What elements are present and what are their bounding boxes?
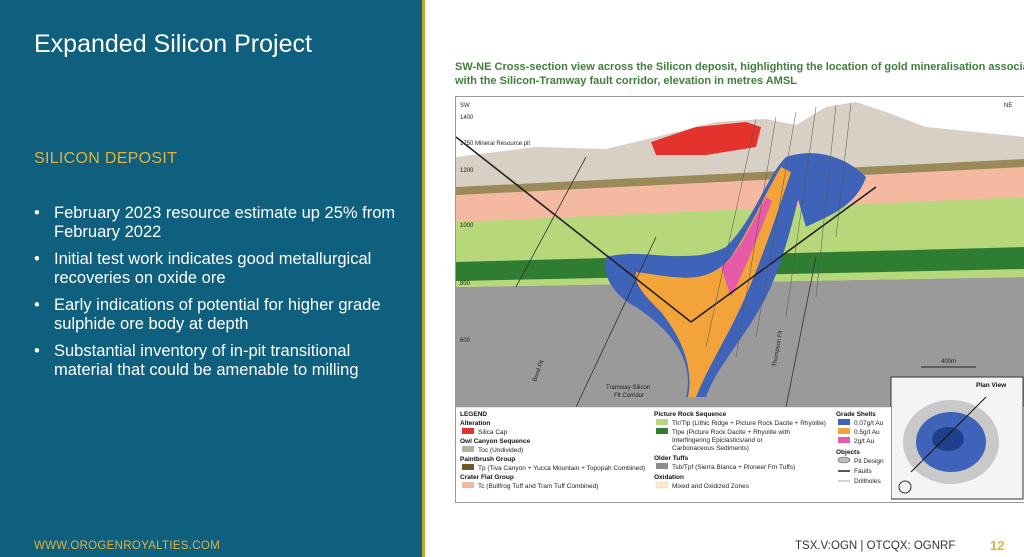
bullet-item: • February 2023 resource estimate up 25% …: [34, 204, 404, 242]
pit-design-icon: [837, 456, 851, 464]
legend-swatch: [838, 419, 850, 425]
legend: LEGEND Alteration Silica Cap Owl Canyon …: [460, 411, 884, 490]
bullet-text: Substantial inventory of in-pit transiti…: [54, 342, 359, 379]
fault-line: [785, 256, 817, 408]
legend-item: Interfingering Epiclastics/and or: [672, 437, 764, 444]
bullet-list: • February 2023 resource estimate up 25% …: [34, 204, 404, 388]
legend-item: 0.07g/t Au: [854, 420, 884, 427]
fault-corridor-label: Tramway-Silicon: [606, 385, 650, 391]
legend-item: Silica Cap: [478, 429, 508, 436]
website-link[interactable]: WWW.OROGENROYALTIES.COM: [34, 540, 221, 552]
bullet-text: Early indications of potential for highe…: [54, 296, 381, 333]
legend-item: Tlr/Tlp (Lithic Ridge + Picture Rock Dac…: [672, 420, 826, 427]
legend-swatch: [462, 482, 474, 488]
caption-line: SW-NE Cross-section view across the Sili…: [455, 61, 1024, 73]
legend-group: Picture Rock Sequence: [654, 411, 727, 418]
bullet-icon: •: [34, 296, 40, 314]
legend-group: Oxidation: [654, 474, 684, 481]
grade-shell-low: [786, 153, 866, 227]
bullet-icon: •: [34, 342, 40, 360]
elevation-label: 1400: [460, 115, 474, 121]
fault-line: [690, 186, 877, 323]
legend-swatch: [656, 428, 668, 434]
elevation-label: 800: [460, 281, 471, 287]
plan-view-inset: Plan View: [890, 376, 1024, 500]
ticker-symbols: TSX.V:OGN | OTCQX: OGNRF: [795, 540, 956, 552]
legend-group: Owl Canyon Sequence: [460, 438, 530, 445]
tp-layer: [456, 157, 1024, 195]
bullet-item: • Initial test work indicates good metall…: [34, 250, 404, 288]
legend-swatch: [462, 446, 474, 452]
plan-view-label: Plan View: [976, 382, 1007, 389]
legend-item: Tp (Tiva Canyon + Yucca Mountain + Topop…: [478, 465, 645, 472]
legend-swatch: [462, 464, 474, 470]
ne-label: NE: [1004, 103, 1012, 109]
fault-line: [575, 236, 657, 408]
legend-swatch: [838, 428, 850, 434]
elevation-label: 1200: [460, 168, 474, 174]
grade-shell-high: [721, 197, 772, 297]
north-arrow-icon: [898, 480, 912, 494]
panel-divider: [422, 0, 425, 557]
bullet-item: • Substantial inventory of in-pit transit…: [34, 342, 404, 380]
older-tuffs-layer: [456, 277, 1024, 407]
legend-swatch: [656, 463, 668, 469]
legend-swatch: [462, 428, 474, 434]
legend-swatch: [838, 437, 850, 443]
slide-title: Expanded Silicon Project: [34, 30, 312, 58]
legend-item: 0.5g/t Au: [854, 429, 880, 436]
legend-swatch: [656, 419, 668, 425]
bullet-icon: •: [34, 204, 40, 222]
fault-line: [456, 136, 692, 323]
legend-item: Drillholes: [854, 478, 881, 485]
legend-item: Faults: [854, 468, 872, 475]
elevation-label: 600: [460, 338, 471, 344]
legend-group: Grade Shells: [836, 411, 876, 418]
figure-caption: SW-NE Cross-section view across the Sili…: [455, 60, 1024, 88]
legend-group: Alteration: [460, 420, 490, 427]
pit-label: 1750 Mineral Resource pit: [460, 141, 530, 147]
legend-item: Tlpe (Picture Rock Dacite + Rhyolite wit…: [672, 429, 790, 436]
legend-item: Carbonaceous Sediments): [672, 445, 749, 452]
legend-item: Mixed and Oxidized Zones: [672, 483, 750, 490]
legend-group: Objects: [836, 449, 860, 456]
bullet-item: • Early indications of potential for high…: [34, 296, 404, 334]
drillholes: [705, 102, 852, 358]
scale-label: 400m: [941, 359, 956, 365]
sw-label: SW: [460, 103, 470, 109]
bullet-icon: •: [34, 250, 40, 268]
left-panel: [0, 0, 422, 557]
legend-item: Toc (Undivided): [478, 447, 523, 454]
page-number: 12: [990, 538, 1005, 553]
fault-corridor-label: Flt Corridor: [614, 393, 644, 399]
legend-item: Pit Design: [854, 458, 884, 465]
legend-item: Tsb/Tpf (Sierra Blanca + Pioneer Fm Tuff…: [672, 464, 795, 471]
cross-section-figure: SW NE 1400 1200 1000 800 600 1750 Minera…: [455, 96, 1024, 503]
legend-group: Crater Flat Group: [460, 474, 514, 481]
silica-cap: [651, 122, 761, 155]
elevation-label: 1000: [460, 223, 474, 229]
legend-item: Tc (Bullfrog Tuff and Tram Tuff Combined…: [478, 483, 598, 490]
cross-section-svg: SW NE 1400 1200 1000 800 600 1750 Minera…: [456, 97, 1024, 502]
section-subheading: SILICON DEPOSIT: [34, 150, 178, 167]
caption-line: with the Silicon-Tramway fault corridor,…: [455, 75, 797, 87]
legend-group: Older Tuffs: [654, 455, 689, 462]
legend-group: Paintbrush Group: [460, 456, 515, 463]
tc-layer: [456, 167, 1024, 222]
legend-title: LEGEND: [460, 411, 487, 418]
bullet-text: February 2023 resource estimate up 25% f…: [54, 204, 396, 241]
bullet-text: Initial test work indicates good metallu…: [54, 250, 372, 287]
legend-swatch: [655, 481, 669, 489]
fault-line: [515, 156, 587, 288]
legend-item: 2g/t Au: [854, 438, 875, 445]
